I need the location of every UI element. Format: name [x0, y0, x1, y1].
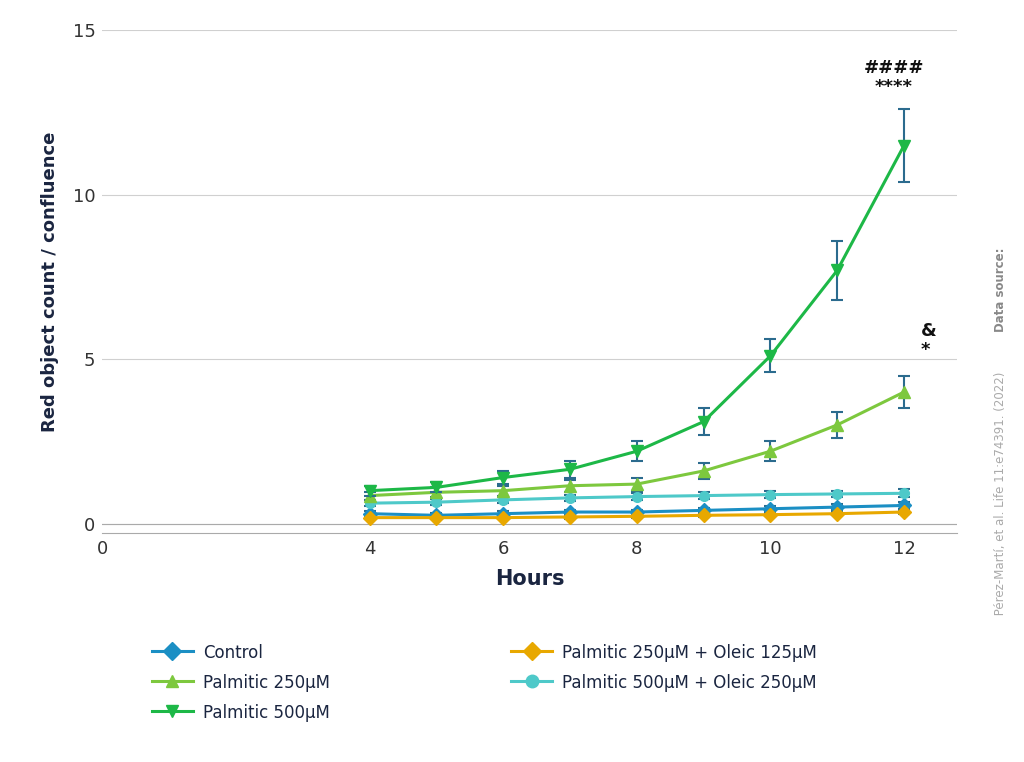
Text: Pérez-Martí, et al. Life 11:e74391. (2022): Pérez-Martí, et al. Life 11:e74391. (202…: [994, 372, 1007, 619]
X-axis label: Hours: Hours: [496, 569, 564, 590]
Y-axis label: Red object count / confluence: Red object count / confluence: [41, 132, 58, 432]
Text: ####
****: #### ****: [863, 59, 925, 96]
Legend: Palmitic 250μM + Oleic 125μM, Palmitic 500μM + Oleic 250μM: Palmitic 250μM + Oleic 125μM, Palmitic 5…: [504, 637, 824, 699]
Text: Data source:: Data source:: [994, 248, 1007, 331]
Text: &
*: & *: [921, 322, 937, 359]
